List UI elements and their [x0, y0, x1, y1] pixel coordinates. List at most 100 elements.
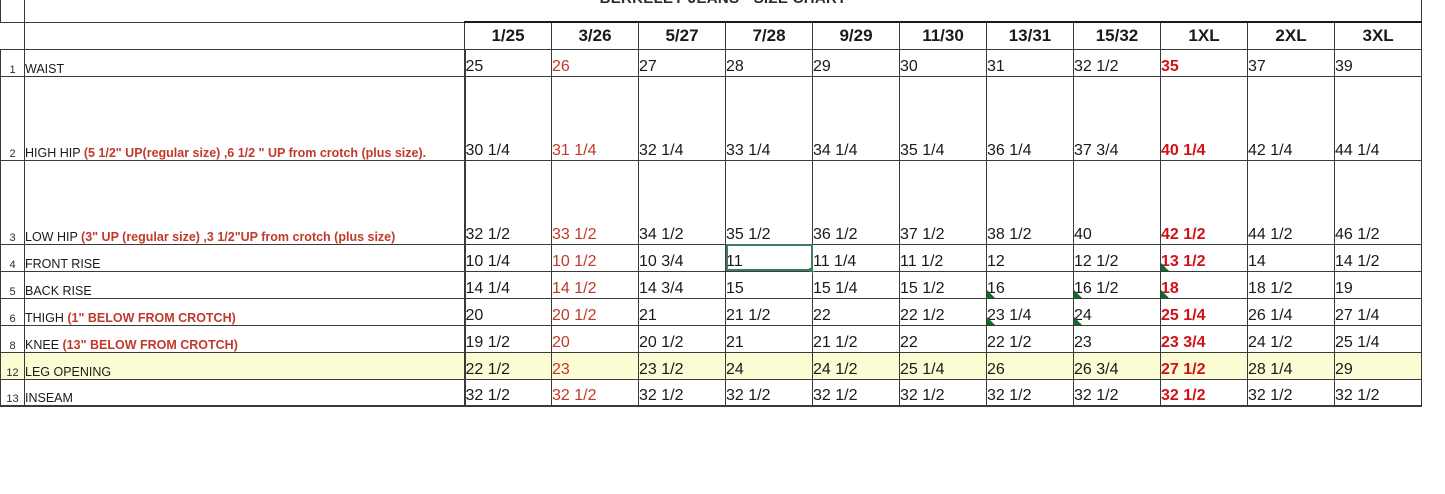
row-number[interactable]: 4 [0, 243, 25, 272]
measurement-value[interactable]: 12 [986, 243, 1074, 272]
measurement-value[interactable]: 39 [1333, 48, 1423, 77]
measurement-value[interactable]: 14 1/2 [551, 270, 639, 299]
measurement-value[interactable]: 29 [1333, 351, 1423, 380]
measurement-value[interactable]: 26 1/4 [1247, 297, 1335, 326]
column-header-1-25[interactable]: 1/25 [464, 21, 552, 50]
measurement-value[interactable]: 20 1/2 [551, 297, 639, 326]
measurement-value[interactable]: 40 [1073, 159, 1161, 245]
row-number[interactable]: 5 [0, 270, 25, 299]
measurement-value[interactable]: 32 1/2 [986, 378, 1074, 407]
measurement-label[interactable]: FRONT RISE [24, 243, 465, 272]
measurement-value[interactable]: 24 1/2 [1247, 324, 1335, 353]
measurement-value[interactable]: 15 1/2 [899, 270, 987, 299]
measurement-label[interactable]: INSEAM [24, 378, 465, 407]
measurement-value[interactable]: 25 1/4 [1160, 297, 1248, 326]
measurement-value[interactable]: 35 [1160, 48, 1248, 77]
measurement-value[interactable]: 32 1/2 [1073, 48, 1161, 77]
measurement-value[interactable]: 21 [638, 297, 726, 326]
measurement-value[interactable]: 21 [725, 324, 813, 353]
measurement-value[interactable]: 37 [1247, 48, 1335, 77]
measurement-value[interactable]: 11 1/2 [899, 243, 987, 272]
measurement-value[interactable]: 32 1/2 [1160, 378, 1248, 407]
measurement-value[interactable]: 16 [986, 270, 1074, 299]
measurement-value[interactable]: 30 1/4 [463, 75, 552, 161]
column-header-7-28[interactable]: 7/28 [725, 21, 813, 50]
measurement-value[interactable]: 34 1/2 [638, 159, 726, 245]
measurement-value[interactable]: 15 1/4 [812, 270, 900, 299]
measurement-label[interactable]: LEG OPENING [24, 351, 465, 380]
measurement-value[interactable]: 14 [1247, 243, 1335, 272]
measurement-value[interactable]: 22 1/2 [986, 324, 1074, 353]
row-number[interactable]: 2 [0, 75, 25, 161]
measurement-value[interactable]: 14 1/2 [1333, 243, 1423, 272]
measurement-value[interactable]: 22 1/2 [463, 351, 552, 380]
measurement-value[interactable]: 24 [1073, 297, 1161, 326]
measurement-value[interactable]: 13 1/2 [1160, 243, 1248, 272]
measurement-value[interactable]: 10 1/4 [463, 243, 552, 272]
measurement-value[interactable]: 27 1/2 [1160, 351, 1248, 380]
measurement-value[interactable]: 20 [463, 297, 552, 326]
measurement-value[interactable]: 36 1/2 [812, 159, 900, 245]
measurement-value[interactable]: 19 [1333, 270, 1423, 299]
measurement-value[interactable]: 10 1/2 [551, 243, 639, 272]
measurement-label[interactable]: BACK RISE [24, 270, 465, 299]
measurement-value[interactable]: 22 [899, 324, 987, 353]
measurement-value[interactable]: 16 1/2 [1073, 270, 1161, 299]
measurement-value[interactable]: 32 1/2 [463, 378, 552, 407]
column-header-15-32[interactable]: 15/32 [1073, 21, 1161, 50]
column-header-2XL[interactable]: 2XL [1247, 21, 1335, 50]
measurement-value[interactable]: 20 [551, 324, 639, 353]
measurement-label[interactable]: HIGH HIP (5 1/2" UP(regular size) ,6 1/2… [24, 75, 465, 161]
row-number[interactable]: 8 [0, 324, 25, 353]
measurement-value[interactable]: 24 [725, 351, 813, 380]
measurement-label[interactable]: WAIST [24, 48, 465, 77]
measurement-value[interactable]: 10 3/4 [638, 243, 726, 272]
measurement-value[interactable]: 42 1/4 [1247, 75, 1335, 161]
measurement-value[interactable]: 40 1/4 [1160, 75, 1248, 161]
measurement-value[interactable]: 33 1/2 [551, 159, 639, 245]
measurement-value[interactable]: 35 1/4 [899, 75, 987, 161]
measurement-value[interactable]: 15 [725, 270, 813, 299]
measurement-label[interactable]: LOW HIP (3" UP (regular size) ,3 1/2"UP … [24, 159, 465, 245]
measurement-value[interactable]: 21 1/2 [725, 297, 813, 326]
row-number[interactable]: 6 [0, 297, 25, 326]
measurement-value[interactable]: 32 1/2 [1333, 378, 1423, 407]
column-header-3XL[interactable]: 3XL [1333, 21, 1423, 50]
measurement-value[interactable]: 32 1/2 [725, 378, 813, 407]
measurement-value[interactable]: 26 [986, 351, 1074, 380]
measurement-value[interactable]: 24 1/2 [812, 351, 900, 380]
measurement-value[interactable]: 25 1/4 [1333, 324, 1423, 353]
measurement-label[interactable]: KNEE (13" BELOW FROM CROTCH) [24, 324, 465, 353]
measurement-value[interactable]: 44 1/4 [1333, 75, 1423, 161]
measurement-value[interactable]: 32 1/2 [463, 159, 552, 245]
row-number[interactable]: 1 [0, 48, 25, 77]
measurement-value[interactable]: 18 [1160, 270, 1248, 299]
measurement-value[interactable]: 14 3/4 [638, 270, 726, 299]
measurement-value[interactable]: 14 1/4 [463, 270, 552, 299]
measurement-value[interactable]: 32 1/2 [551, 378, 639, 407]
column-header-11-30[interactable]: 11/30 [899, 21, 987, 50]
measurement-value[interactable]: 32 1/2 [1073, 378, 1161, 407]
measurement-value[interactable]: 27 [638, 48, 726, 77]
row-number[interactable]: 3 [0, 159, 25, 245]
measurement-value[interactable]: 35 1/2 [725, 159, 813, 245]
measurement-value[interactable]: 26 3/4 [1073, 351, 1161, 380]
measurement-value[interactable]: 31 [986, 48, 1074, 77]
column-header-9-29[interactable]: 9/29 [812, 21, 900, 50]
measurement-value[interactable]: 23 1/4 [986, 297, 1074, 326]
measurement-value[interactable]: 28 [725, 48, 813, 77]
measurement-value[interactable]: 25 1/4 [899, 351, 987, 380]
measurement-value[interactable]: 38 1/2 [986, 159, 1074, 245]
measurement-value[interactable]: 27 1/4 [1333, 297, 1423, 326]
column-header-1XL[interactable]: 1XL [1160, 21, 1248, 50]
measurement-value[interactable]: 34 1/4 [812, 75, 900, 161]
measurement-value[interactable]: 37 3/4 [1073, 75, 1161, 161]
measurement-value[interactable]: 26 [551, 48, 639, 77]
measurement-value[interactable]: 19 1/2 [463, 324, 552, 353]
measurement-value[interactable]: 36 1/4 [986, 75, 1074, 161]
measurement-value[interactable]: 23 3/4 [1160, 324, 1248, 353]
row-number[interactable]: 12 [0, 351, 25, 380]
measurement-value[interactable]: 32 1/4 [638, 75, 726, 161]
measurement-value[interactable]: 29 [812, 48, 900, 77]
measurement-value[interactable]: 18 1/2 [1247, 270, 1335, 299]
